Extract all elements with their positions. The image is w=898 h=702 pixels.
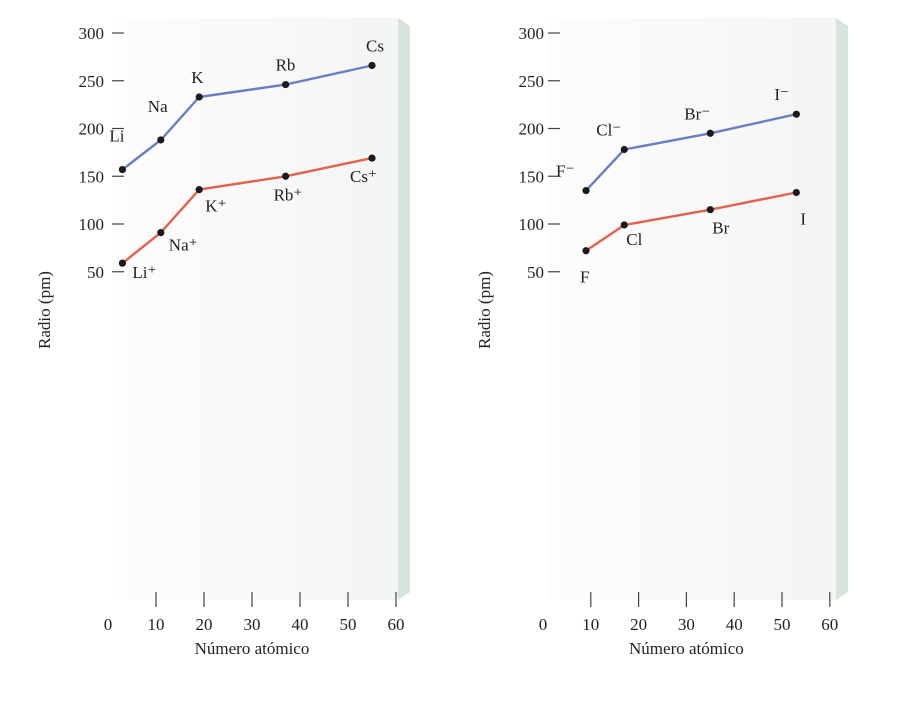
point-label: Cl [626,230,642,249]
data-point [118,259,126,267]
data-point [195,186,203,194]
x-axis-title: Número atómico [629,639,744,658]
data-point [157,228,165,237]
point-label: Br [712,219,729,238]
x-tick-label: 40 [292,615,309,634]
point-label: F⁻ [556,162,574,181]
x-tick-label: 30 [244,615,261,634]
y-axis-title: Radio (pm) [35,271,54,349]
y-tick-label: 200 [519,120,545,139]
point-label: Br⁻ [684,104,710,123]
x-tick-label: 0 [104,615,113,634]
series-line [585,113,797,192]
point-label: I⁻ [774,85,789,104]
point-label: Li⁺ [132,263,156,282]
x-tick-label: 40 [726,615,743,634]
x-tick-label: 30 [678,615,695,634]
data-point [620,221,628,229]
point-label: K [191,68,204,87]
point-label: Na⁺ [169,236,198,255]
point-label: Rb [276,56,296,75]
data-point [620,145,628,154]
x-axis-title: Número atómico [195,639,310,658]
point-label: K⁺ [205,197,226,216]
data-point [368,154,376,162]
y-tick-label: 50 [527,263,544,282]
data-point [195,93,203,101]
data-point [118,165,126,174]
y-tick-label: 250 [79,72,105,91]
data-point [792,188,800,197]
point-label: I [800,209,806,228]
y-tick-label: 100 [519,215,545,234]
data-point [582,247,590,255]
x-tick-label: 0 [539,615,548,634]
x-tick-label: 10 [582,615,599,634]
plot-background [112,18,398,600]
data-point [792,110,800,118]
point-label: F [580,268,589,287]
x-tick-label: 10 [148,615,165,634]
data-point [706,206,714,214]
x-tick-label: 50 [340,615,357,634]
y-tick-label: 250 [519,72,545,91]
point-label: Na [148,97,168,116]
chart-halogen-radii: 50 100 150 200 250 300 0 10 20 30 40 50 60 Número ató… [475,18,848,658]
data-point [368,61,376,70]
y-tick-label: 150 [79,167,105,186]
plot-background-edge [836,18,848,600]
x-tick-label: 20 [196,615,213,634]
chart-alkali-radii: 50 100 150 200 250 300 0 10 20 30 40 50 60 Número ató… [35,18,410,658]
series-line [585,191,797,252]
data-point [282,80,290,89]
data-point [582,186,590,195]
point-label: Cs⁺ [350,167,377,186]
y-tick-label: 150 [519,167,545,186]
x-tick-label: 20 [630,615,647,634]
point-label: Li [109,127,124,146]
point-label: Cl⁻ [596,121,621,140]
data-point [706,129,714,137]
point-label: Cs [366,36,384,55]
data-point [157,136,165,144]
y-tick-label: 300 [79,24,105,43]
x-tick-label: 60 [388,615,405,634]
y-tick-label: 50 [87,263,104,282]
plot-background-edge [398,18,410,600]
data-point [282,172,290,180]
y-tick-label: 100 [79,215,105,234]
x-tick-label: 60 [821,615,838,634]
y-axis-title: Radio (pm) [475,271,494,349]
x-tick-label: 50 [774,615,791,634]
y-tick-label: 200 [79,120,105,139]
point-label: Rb⁺ [274,185,303,204]
y-tick-label: 300 [519,24,545,43]
